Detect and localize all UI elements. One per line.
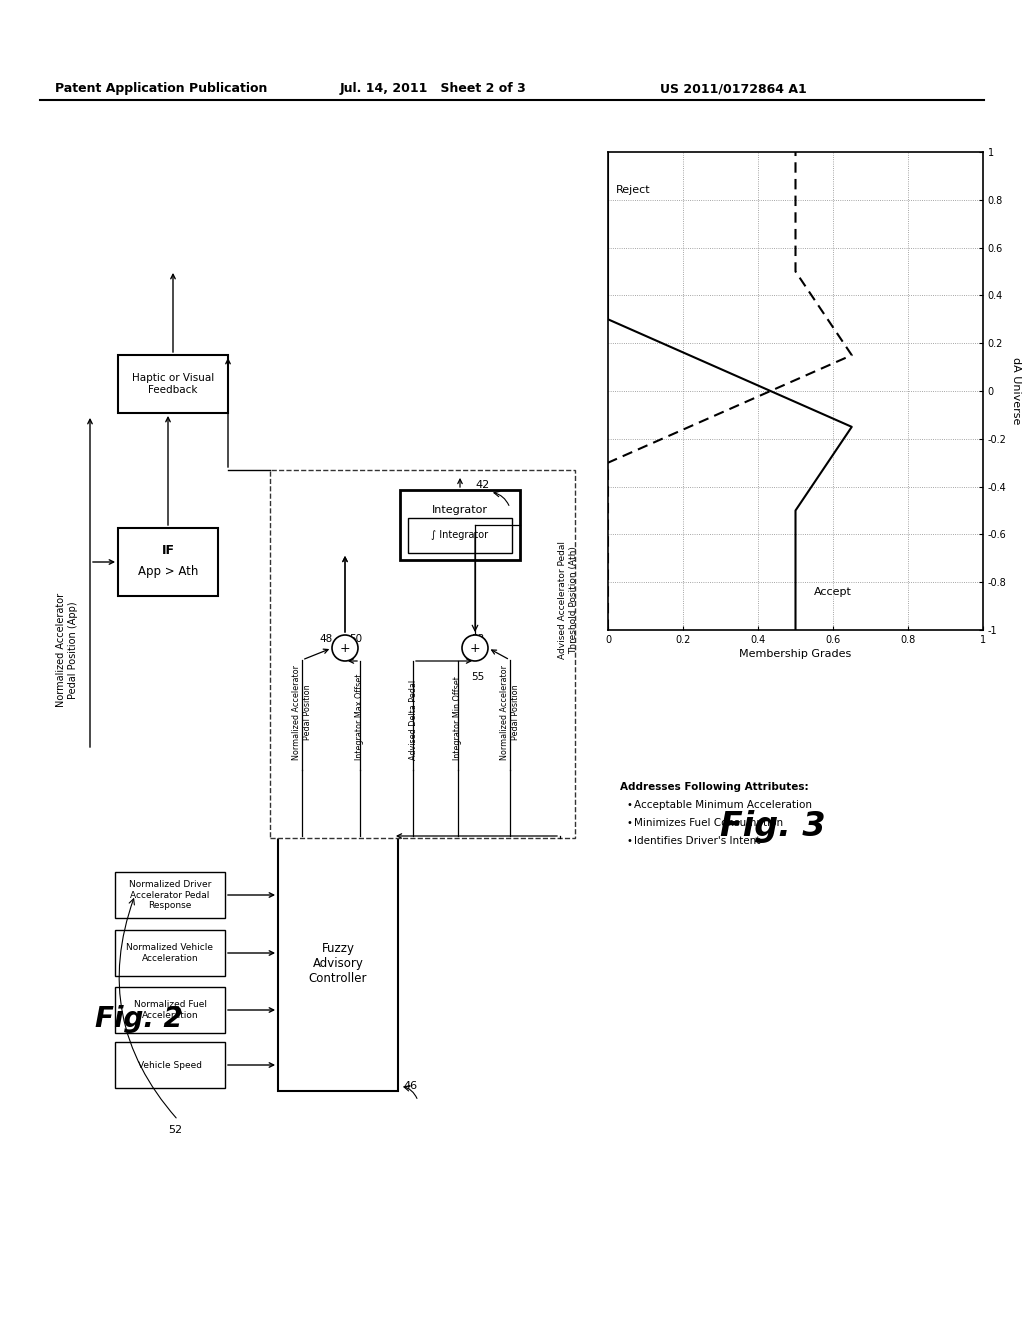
Text: Patent Application Publication: Patent Application Publication bbox=[55, 82, 267, 95]
Text: •: • bbox=[626, 800, 632, 810]
Circle shape bbox=[462, 635, 488, 661]
Text: Normalized Vehicle
Acceleration: Normalized Vehicle Acceleration bbox=[127, 944, 213, 962]
Bar bbox=[115, 873, 225, 917]
Bar bbox=[118, 528, 218, 597]
X-axis label: Membership Grades: Membership Grades bbox=[739, 649, 852, 659]
Text: Integrator Min Offset: Integrator Min Offset bbox=[454, 676, 463, 760]
Text: IF: IF bbox=[162, 544, 174, 557]
Text: •: • bbox=[626, 836, 632, 846]
Text: Advised Accelerator Pedal
Threshold Position (Ath): Advised Accelerator Pedal Threshold Posi… bbox=[558, 541, 578, 659]
Bar bbox=[278, 836, 398, 1092]
Text: Normalized Accelerator
Pedal Position: Normalized Accelerator Pedal Position bbox=[501, 665, 520, 760]
Text: App > Ath: App > Ath bbox=[138, 565, 199, 578]
Bar bbox=[115, 987, 225, 1034]
Text: 52: 52 bbox=[168, 1125, 182, 1135]
Text: +: + bbox=[470, 642, 480, 655]
Text: 55: 55 bbox=[471, 672, 484, 682]
Text: Normalized Accelerator
Pedal Position: Normalized Accelerator Pedal Position bbox=[292, 665, 311, 760]
Text: Vehicle Speed: Vehicle Speed bbox=[138, 1060, 202, 1069]
Text: Minimizes Fuel Consumption: Minimizes Fuel Consumption bbox=[634, 818, 783, 828]
Bar bbox=[270, 470, 575, 838]
Text: Normalized Fuel
Acceleration: Normalized Fuel Acceleration bbox=[133, 1001, 207, 1019]
Text: ∫ Integrator: ∫ Integrator bbox=[431, 531, 488, 540]
Circle shape bbox=[332, 635, 358, 661]
Y-axis label: dA Universe: dA Universe bbox=[1011, 358, 1021, 425]
Bar bbox=[400, 490, 520, 560]
Text: Haptic or Visual
Feedback: Haptic or Visual Feedback bbox=[132, 374, 214, 395]
Text: Accept: Accept bbox=[814, 586, 852, 597]
Bar bbox=[118, 355, 228, 413]
Text: Acceptable Minimum Acceleration: Acceptable Minimum Acceleration bbox=[634, 800, 812, 810]
Text: Normalized Driver
Accelerator Pedal
Response: Normalized Driver Accelerator Pedal Resp… bbox=[129, 880, 211, 909]
Text: Identifies Driver's Intent: Identifies Driver's Intent bbox=[634, 836, 761, 846]
Bar bbox=[115, 931, 225, 975]
Text: Fig. 3: Fig. 3 bbox=[720, 810, 825, 843]
Text: Normalized Accelerator
Pedal Position (App): Normalized Accelerator Pedal Position (A… bbox=[56, 593, 78, 708]
Text: Jul. 14, 2011   Sheet 2 of 3: Jul. 14, 2011 Sheet 2 of 3 bbox=[340, 82, 526, 95]
Text: Addresses Following Attributes:: Addresses Following Attributes: bbox=[620, 781, 809, 792]
Text: Reject: Reject bbox=[615, 186, 650, 195]
Bar bbox=[115, 1041, 225, 1088]
Text: +: + bbox=[340, 642, 350, 655]
Text: Advised Delta Pedal: Advised Delta Pedal bbox=[409, 680, 418, 760]
Text: 53: 53 bbox=[471, 634, 484, 644]
Text: •: • bbox=[626, 818, 632, 828]
Text: Fig. 2: Fig. 2 bbox=[95, 1005, 182, 1034]
Bar bbox=[408, 517, 512, 553]
Text: 42: 42 bbox=[475, 480, 489, 490]
Text: Fuzzy
Advisory
Controller: Fuzzy Advisory Controller bbox=[309, 942, 368, 985]
Text: 46: 46 bbox=[403, 1081, 417, 1092]
Text: 50: 50 bbox=[349, 634, 362, 644]
Text: Integrator: Integrator bbox=[432, 506, 488, 515]
Text: 48: 48 bbox=[319, 634, 332, 644]
Text: US 2011/0172864 A1: US 2011/0172864 A1 bbox=[660, 82, 807, 95]
Text: Integrator Max Offset: Integrator Max Offset bbox=[355, 673, 365, 760]
